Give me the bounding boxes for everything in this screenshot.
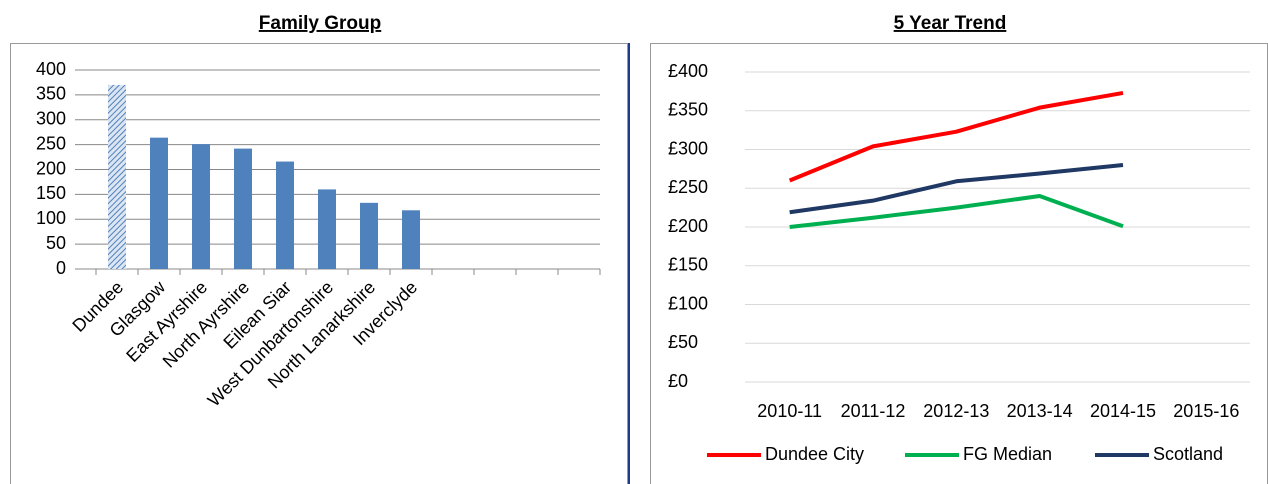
y-tick-label: £0 bbox=[668, 371, 688, 391]
series-line bbox=[788, 90, 1124, 183]
y-tick-label: £100 bbox=[668, 293, 708, 313]
y-tick-label: 300 bbox=[36, 109, 66, 129]
chart-title: Family Group bbox=[259, 13, 381, 34]
x-tick-label: 2015-16 bbox=[1173, 401, 1239, 421]
y-tick-label: 50 bbox=[46, 233, 66, 253]
x-tick-label: 2011-12 bbox=[841, 401, 906, 421]
bar bbox=[150, 137, 168, 269]
y-tick-label: 400 bbox=[36, 59, 66, 79]
y-tick-label: £50 bbox=[668, 332, 698, 352]
y-tick-label: £250 bbox=[668, 177, 708, 197]
x-tick-label: 2012-13 bbox=[923, 401, 989, 421]
left-panel bbox=[10, 43, 628, 484]
y-tick-label: £150 bbox=[668, 255, 708, 275]
y-tick-label: £350 bbox=[668, 100, 708, 120]
y-tick-label: 200 bbox=[36, 158, 66, 178]
bar bbox=[108, 84, 126, 269]
y-tick-label: 150 bbox=[36, 183, 66, 203]
legend-label: Dundee City bbox=[765, 444, 864, 464]
bar bbox=[360, 202, 378, 269]
y-tick-label: 250 bbox=[36, 133, 66, 153]
y-tick-label: £400 bbox=[668, 61, 708, 81]
bar bbox=[318, 189, 336, 269]
x-tick-label: 2014-15 bbox=[1090, 401, 1156, 421]
legend-label: Scotland bbox=[1153, 444, 1223, 464]
legend-label: FG Median bbox=[963, 444, 1052, 464]
bar bbox=[192, 144, 210, 269]
bar bbox=[234, 148, 252, 269]
chart-title: 5 Year Trend bbox=[894, 13, 1007, 34]
bar bbox=[402, 210, 420, 269]
series-line bbox=[789, 163, 1124, 215]
y-tick-label: 0 bbox=[56, 258, 66, 278]
series-line bbox=[789, 194, 1124, 229]
y-tick-label: 100 bbox=[36, 208, 66, 228]
x-tick-label: 2010-11 bbox=[757, 401, 822, 421]
y-tick-label: 350 bbox=[36, 84, 66, 104]
y-tick-label: £300 bbox=[668, 138, 708, 158]
bar bbox=[276, 161, 294, 269]
y-tick-label: £200 bbox=[668, 216, 708, 236]
x-tick-label: 2013-14 bbox=[1007, 401, 1073, 421]
